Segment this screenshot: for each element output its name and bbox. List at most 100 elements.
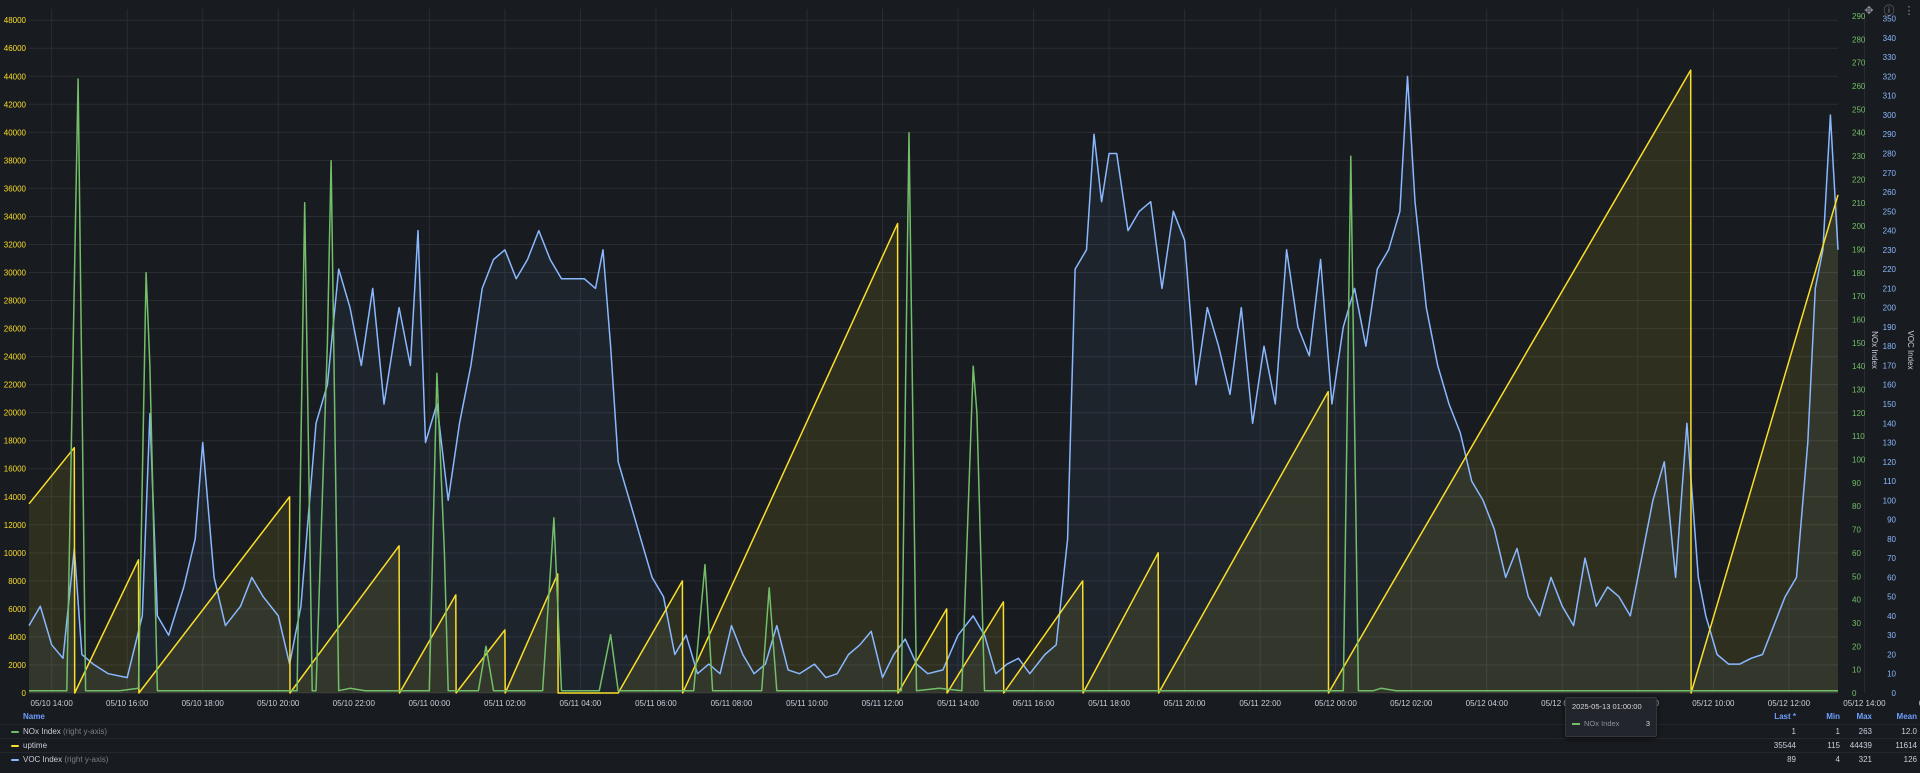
legend-header-min[interactable]: Min [1826, 712, 1840, 721]
nox-axis-tick: 270 [1852, 59, 1866, 68]
left-axis-tick: 26000 [4, 325, 27, 334]
left-axis-tick: 0 [22, 689, 27, 698]
nox-max: 263 [1858, 727, 1872, 736]
voc-axis-label: VOC Index [1906, 330, 1915, 369]
nox-axis-tick: 190 [1852, 245, 1866, 254]
nox-last: 1 [1791, 727, 1796, 736]
voc-axis-tick: 130 [1883, 439, 1897, 448]
x-axis-tick: 05/12 14:00 [1843, 699, 1886, 708]
legend-row-uptime[interactable]: uptime 35544 115 44439 11614 [0, 738, 1920, 753]
legend-header-name[interactable]: Name [23, 712, 45, 721]
nox-axis-tick: 120 [1852, 409, 1866, 418]
voc-axis-tick: 140 [1883, 419, 1897, 428]
nox-axis-tick: 60 [1852, 549, 1861, 558]
nox-axis-tick: 20 [1852, 642, 1861, 651]
voc-min: 4 [1835, 755, 1840, 764]
menu-icon[interactable]: ⋮ [1903, 5, 1915, 17]
tooltip-value: 3 [1645, 719, 1650, 728]
voc-axis-note: (right y-axis) [64, 755, 109, 764]
time-series-chart[interactable]: 0200040006000800010000120001400016000180… [0, 0, 1920, 712]
legend-header-last[interactable]: Last * [1774, 712, 1796, 721]
nox-axis-tick: 70 [1852, 526, 1861, 535]
legend-series-name[interactable]: VOC Index (right y-axis) [23, 753, 108, 767]
x-axis-tick: 05/12 16:00 [1919, 699, 1920, 708]
voc-axis-tick: 100 [1883, 496, 1897, 505]
left-axis-tick: 2000 [8, 661, 26, 670]
nox-axis-tick: 220 [1852, 175, 1866, 184]
voc-axis-tick: 0 [1892, 689, 1897, 698]
x-axis-tick: 05/12 12:00 [1768, 699, 1811, 708]
nox-mean: 12.0 [1901, 727, 1917, 736]
nox-axis-tick: 150 [1852, 339, 1866, 348]
nox-axis-tick: 230 [1852, 152, 1866, 161]
voc-axis-tick: 40 [1887, 612, 1896, 621]
nox-axis-tick: 200 [1852, 222, 1866, 231]
nox-axis-tick: 210 [1852, 199, 1866, 208]
voc-axis-tick: 150 [1883, 400, 1897, 409]
left-axis-tick: 36000 [4, 184, 27, 193]
tooltip-time: 2025-05-13 01:00:00 [1572, 702, 1642, 711]
series-fills [29, 70, 1838, 694]
uptime-mean: 11614 [1895, 741, 1917, 750]
voc-axis-tick: 80 [1887, 535, 1896, 544]
voc-axis-tick: 170 [1883, 361, 1897, 370]
uptime-last: 35544 [1773, 741, 1796, 750]
nox-axis-tick: 280 [1852, 35, 1866, 44]
nox-axis-note: (right y-axis) [63, 727, 108, 736]
voc-name: VOC Index [23, 755, 63, 764]
left-axis-tick: 34000 [4, 212, 27, 221]
voc-last: 89 [1787, 755, 1796, 764]
legend-series-name[interactable]: uptime [23, 739, 47, 753]
x-axis-tick: 05/11 00:00 [408, 699, 450, 708]
voc-axis-tick: 300 [1883, 111, 1897, 120]
uptime-min: 115 [1827, 741, 1840, 750]
x-axis-tick: 05/12 04:00 [1466, 699, 1509, 708]
left-axis-tick: 28000 [4, 297, 27, 306]
nox-name: NOx Index [23, 727, 61, 736]
nox-axis-tick: 0 [1852, 689, 1857, 698]
voc-axis-tick: 320 [1883, 72, 1897, 81]
voc-axis-tick: 270 [1883, 169, 1897, 178]
nox-min: 1 [1835, 727, 1840, 736]
nox-axis-tick: 100 [1852, 456, 1866, 465]
legend-table: Name Last * Min Max Mean NOx Index (righ… [0, 710, 1920, 773]
voc-axis-tick: 230 [1883, 246, 1897, 255]
nox-axis-tick: 240 [1852, 129, 1866, 138]
x-axis-tick: 05/11 14:00 [937, 699, 979, 708]
x-axis-tick: 05/10 22:00 [333, 699, 376, 708]
voc-axis-tick: 200 [1883, 304, 1897, 313]
uptime-swatch [11, 745, 19, 747]
nox-axis-tick: 160 [1852, 315, 1866, 324]
legend-row-nox[interactable]: NOx Index (right y-axis) 1 1 263 12.0 [0, 724, 1920, 739]
info-icon[interactable]: ⓘ [1883, 5, 1895, 17]
x-axis-tick: 05/10 16:00 [106, 699, 149, 708]
uptime-area [29, 70, 1838, 694]
voc-axis-tick: 70 [1887, 554, 1896, 563]
x-axis-tick: 05/12 10:00 [1692, 699, 1735, 708]
left-axis-tick: 42000 [4, 100, 27, 109]
x-axis-tick: 05/11 18:00 [1088, 699, 1130, 708]
legend-series-name[interactable]: NOx Index (right y-axis) [23, 725, 107, 739]
x-axis-tick: 05/11 22:00 [1239, 699, 1281, 708]
legend-header-mean[interactable]: Mean [1896, 712, 1917, 721]
move-icon[interactable]: ✥ [1864, 5, 1874, 17]
series-lines [28, 69, 1839, 694]
legend-row-voc[interactable]: VOC Index (right y-axis) 89 4 321 126 [0, 752, 1920, 767]
legend-header-max[interactable]: Max [1856, 712, 1872, 721]
tooltip-swatch [1572, 723, 1580, 725]
nox-axis-tick: 80 [1852, 502, 1861, 511]
nox-axis-tick: 10 [1852, 666, 1861, 675]
uptime-name: uptime [23, 741, 48, 750]
nox-axis-tick: 170 [1852, 292, 1866, 301]
voc-axis-tick: 210 [1883, 284, 1897, 293]
voc-index-line [28, 75, 1839, 679]
left-axis-tick: 4000 [8, 633, 26, 642]
voc-axis-tick: 120 [1883, 458, 1897, 467]
voc-axis-tick: 180 [1883, 342, 1897, 351]
x-axis-tick: 05/11 08:00 [711, 699, 753, 708]
voc-axis-tick: 50 [1887, 593, 1896, 602]
voc-index-area [29, 76, 1838, 693]
nox-axis-tick: 180 [1852, 269, 1866, 278]
x-axis-tick: 05/11 20:00 [1164, 699, 1206, 708]
